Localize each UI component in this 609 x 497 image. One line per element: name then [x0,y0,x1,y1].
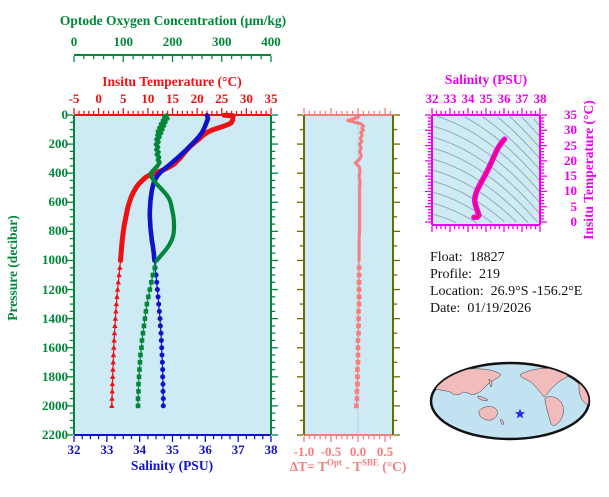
delta-t-label-pre: ΔT= T [289,458,327,474]
tick-label: 30 [564,122,577,138]
tick-label: 35 [166,442,179,457]
oxygen-axis-title: Optode Oxygen Concentration (μm/kg) [59,13,287,28]
float-location-star [514,408,526,419]
tick-label: 0.0 [349,444,367,459]
tick-label: 100 [113,34,134,49]
tick-label: 34 [461,91,475,106]
tick-label: -0.5 [320,444,342,459]
tick-label: 1000 [42,252,68,268]
tick-label: 32 [425,91,439,106]
tick-label: 38 [264,442,278,457]
tick-label: 2200 [42,427,68,442]
tick-label: 0 [570,214,578,229]
tick-label: 36 [497,91,511,106]
tick-label: 33 [100,442,114,457]
tick-label: 38 [533,91,547,106]
delta-t-axis-title: ΔT= TOpt - TSBE (°C) [290,457,407,475]
tick-label: -1.0 [293,444,315,459]
delta-t-label-post: (°C) [378,458,407,474]
tick-label: 5 [570,198,578,214]
map-landmasses [433,365,589,426]
tick-label: 400 [48,165,69,181]
tick-label: 35 [264,91,278,106]
info-line-date: Date: 01/19/2026 [430,300,582,317]
tick-label: 33 [443,91,457,106]
pressure-axis-title: Pressure (decibar) [5,215,20,321]
tick-label: 15 [564,168,577,184]
delta-t-label-sup-sbe: SBE [361,457,379,468]
tick-label: 35 [479,91,493,106]
info-line-profile: Profile: 219 [430,266,582,283]
tick-label: -5 [68,91,80,106]
tick-label: 2000 [42,397,68,413]
tick-label: 37 [231,442,245,457]
salinity-axis-title: Salinity (PSU) [130,458,214,473]
world-map [429,361,591,441]
date-label: Date: [430,301,461,316]
tick-label: 800 [48,223,69,239]
tick-label: 1400 [42,310,68,326]
tick-label: 0 [95,91,102,106]
location-label: Location: [430,284,484,299]
tick-label: 0 [61,107,69,122]
temperature-axis-title: Insitu Temperature (°C) [102,74,242,89]
tick-label: 1200 [42,281,68,297]
tick-label: 600 [48,194,69,210]
float-value: 18827 [469,250,505,265]
tick-label: 400 [261,34,281,49]
info-line-float: Float: 18827 [430,249,582,266]
tick-label: 10 [564,183,577,199]
tick-label: 30 [239,91,253,106]
profile-value: 219 [479,267,500,282]
ts-temperature-axis-title: Insitu Temperature (°C) [581,100,596,240]
tick-label: 200 [48,136,69,152]
tick-label: 36 [198,442,212,457]
tick-label: 25 [564,137,577,153]
tick-label: 37 [515,91,529,106]
float-info-block: Float: 18827 Profile: 219 Location: 26.9°S … [430,249,582,317]
ts-salinity-axis-title: Salinity (PSU) [444,72,528,87]
delta-t-label-sup-opt: Opt [326,457,342,468]
tick-label: 1600 [42,339,68,355]
tick-label: 35 [564,107,577,122]
tick-label: 20 [190,91,204,106]
tick-label: 34 [133,442,147,457]
delta-t-panel [304,115,393,435]
delta-t-label-mid: - T [341,458,362,474]
tick-label: 32 [67,442,81,457]
float-label: Float: [430,250,463,265]
tick-label: 15 [166,91,179,106]
tick-label: 300 [212,34,232,49]
tick-label: 20 [564,152,577,168]
tick-label: 25 [215,91,229,106]
profile-label: Profile: [430,267,472,282]
tick-label: 5 [120,91,127,106]
main-profile-panel [74,115,271,435]
tick-label: 10 [141,91,155,106]
location-value: 26.9°S -156.2°E [490,284,583,299]
tick-label: 200 [162,34,183,49]
info-line-location: Location: 26.9°S -156.2°E [430,283,582,300]
tick-label: 0.5 [376,444,394,459]
tick-label: 1800 [42,368,68,384]
tick-label: 0 [70,34,78,49]
date-value: 01/19/2026 [467,301,532,316]
